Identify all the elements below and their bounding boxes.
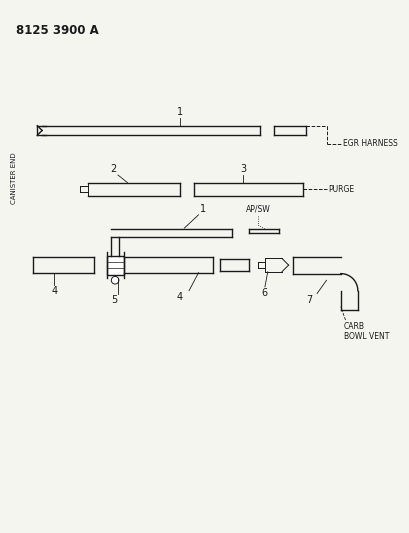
Text: 7: 7 — [306, 295, 312, 305]
Text: 4: 4 — [176, 292, 182, 302]
Text: PURGE: PURGE — [328, 185, 354, 193]
Text: 5: 5 — [111, 295, 117, 305]
Text: 3: 3 — [239, 164, 245, 174]
Circle shape — [111, 277, 119, 284]
Text: 6: 6 — [261, 288, 267, 298]
Text: 2: 2 — [110, 164, 116, 174]
Text: CANISTER END: CANISTER END — [11, 152, 17, 204]
Text: 1: 1 — [200, 204, 206, 214]
Text: 1: 1 — [176, 107, 182, 117]
Text: 8125 3900 A: 8125 3900 A — [16, 24, 98, 37]
Text: EGR HARNESS: EGR HARNESS — [342, 139, 396, 148]
Text: AP/SW: AP/SW — [245, 205, 270, 214]
Text: CARB
BOWL VENT: CARB BOWL VENT — [343, 322, 388, 341]
Text: 4: 4 — [51, 286, 57, 296]
Bar — [106, 256, 124, 274]
